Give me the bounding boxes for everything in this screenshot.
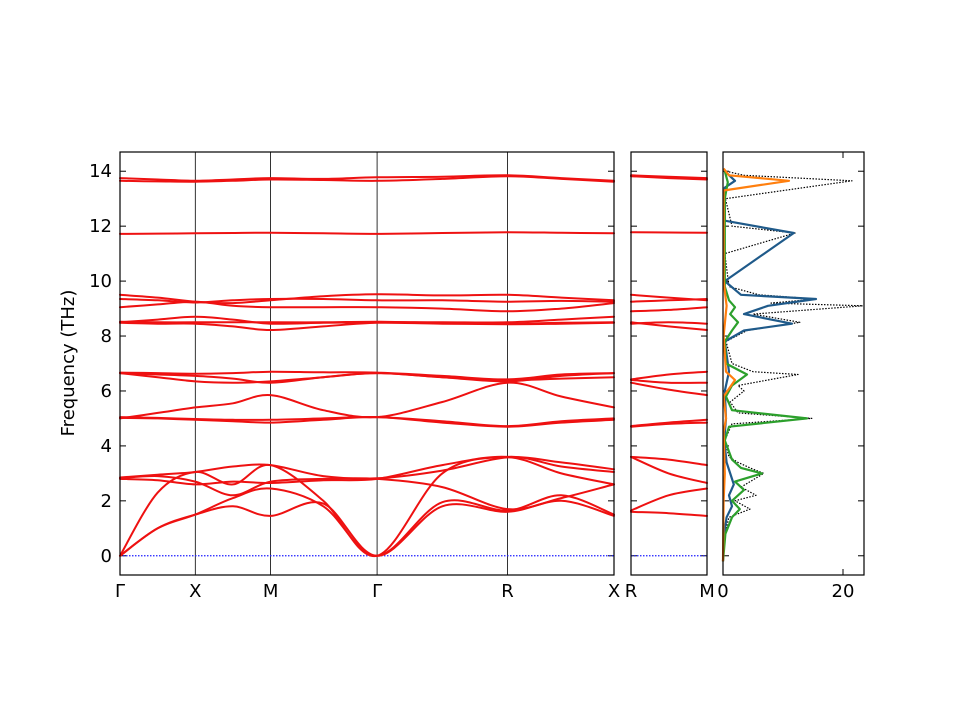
- phonon-band: [119, 415, 615, 428]
- dos-curve: [721, 167, 791, 562]
- phonon-band: [630, 381, 708, 397]
- phonon-band: [119, 381, 615, 420]
- phonon-band: [119, 499, 615, 557]
- phonon-band: [630, 321, 708, 325]
- phonon-band: [630, 379, 708, 384]
- y-axis-label: Frequency (THz): [58, 290, 79, 437]
- y-tick-label: 10: [89, 271, 112, 292]
- y-tick-label: 0: [101, 546, 112, 567]
- x-tick-label: 0: [717, 581, 728, 602]
- phonon-band: [630, 306, 708, 313]
- plot-frame: [119, 151, 615, 576]
- phonon-band: [630, 510, 708, 517]
- y-tick-label: 12: [89, 216, 112, 237]
- phonon-band: [630, 455, 708, 467]
- phonon-band: [630, 418, 708, 428]
- density-of-states-panel: 0 20: [717, 151, 865, 602]
- phonon-band: [119, 455, 615, 486]
- phonon-band: [630, 231, 708, 234]
- phonon-band: [119, 320, 615, 325]
- phonon-band: [119, 297, 615, 304]
- x-tick-label: 20: [832, 581, 855, 602]
- y-tick-label: 2: [101, 491, 112, 512]
- x-tick-label: X: [189, 581, 201, 602]
- y-tick-label: 14: [89, 161, 112, 182]
- plot-frame: [722, 151, 865, 576]
- phonon-band: [630, 175, 708, 181]
- x-tick-label: M: [699, 581, 715, 602]
- phonon-band: [630, 298, 708, 303]
- phonon-band: [119, 372, 615, 384]
- dos-curve: [722, 170, 864, 562]
- phonon-band: [119, 231, 615, 235]
- phonon-band: [630, 455, 708, 484]
- dos-curve: [721, 170, 809, 562]
- x-tick-label: Γ: [115, 581, 125, 602]
- y-tick-label: 8: [101, 326, 112, 347]
- phonon-band: [119, 175, 615, 183]
- y-tick-label: 6: [101, 381, 112, 402]
- plot-frame: [630, 151, 708, 576]
- x-tick-label: R: [501, 581, 514, 602]
- x-tick-label: R: [625, 581, 638, 602]
- band-structure-panel: 0 2 4 6 8 10 12 14 Γ X M Γ R X: [89, 151, 620, 602]
- phonon-band: [119, 487, 615, 557]
- x-tick-label: X: [608, 581, 620, 602]
- phonon-band: [119, 475, 615, 511]
- x-tick-label: Γ: [372, 581, 382, 602]
- phonon-band: [630, 370, 708, 381]
- phonon-band: [630, 487, 708, 512]
- phonon-band: [119, 456, 615, 480]
- x-tick-label: M: [263, 581, 279, 602]
- dos-curve: [721, 170, 818, 562]
- y-tick-label: 4: [101, 436, 112, 457]
- phonon-band: [119, 370, 615, 381]
- phonon-band: [119, 293, 615, 305]
